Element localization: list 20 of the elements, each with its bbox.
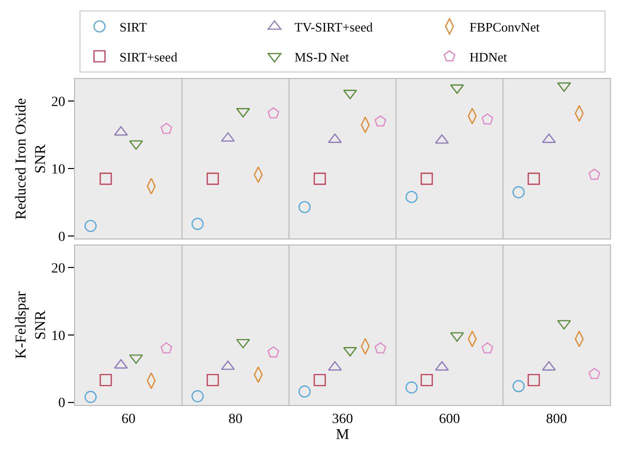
legend-label: TV-SIRT+seed (294, 20, 374, 34)
legend-label: FBPConvNet (470, 20, 540, 34)
legend-label: SIRT (120, 20, 147, 34)
x-tick-label: 600 (439, 412, 460, 427)
y-tick-label: 0 (58, 230, 66, 245)
x-tick-label: 60 (122, 412, 136, 427)
x-axis-title: M (336, 426, 350, 443)
y-tick-label: 0 (58, 396, 66, 412)
legend-label: HDNet (470, 49, 508, 64)
y-tick-label: 10 (51, 162, 66, 178)
x-tick-label: 800 (546, 412, 567, 427)
legend-label: SIRT+seed (120, 49, 178, 64)
y-tick-label: 10 (51, 328, 66, 344)
y-tick-label: 20 (51, 261, 66, 276)
y-axis-title: Reduced Iron Oxide SNR (14, 98, 50, 220)
y-tick-label: 20 (51, 95, 66, 110)
x-tick-label: 80 (228, 412, 242, 427)
y-axis-title: K-Feldspar SNR (14, 291, 50, 359)
legend-label: MS-D Net (294, 49, 350, 64)
x-tick-label: 360 (332, 412, 353, 427)
